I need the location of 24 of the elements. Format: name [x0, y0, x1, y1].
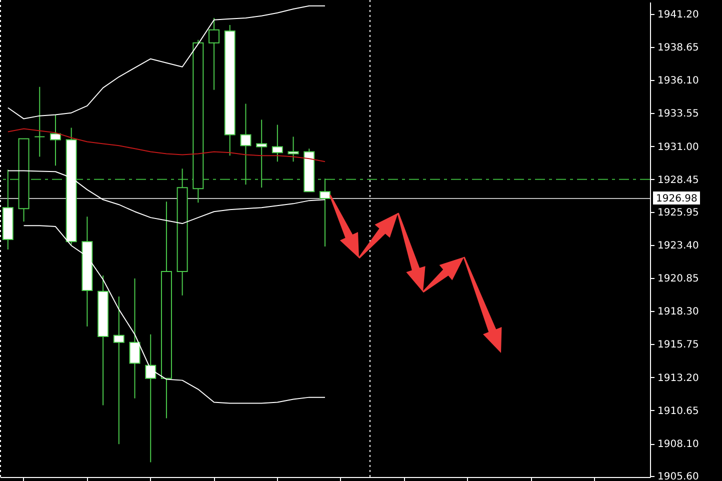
candlestick [272, 124, 283, 162]
y-tick-label: 1910.65 [658, 406, 699, 417]
y-tick-label: 1918.30 [658, 306, 699, 318]
candlestick [34, 86, 46, 158]
y-tick-label: 1908.10 [658, 439, 699, 450]
y-tick-label: 1936.10 [658, 76, 699, 87]
y-tick-label: 1913.20 [658, 372, 699, 384]
y-tick-label: 1928.45 [658, 174, 699, 186]
y-tick-label: 1933.55 [658, 108, 699, 120]
candlestick [256, 119, 268, 188]
y-tick-label: 1931.00 [658, 142, 699, 153]
candlestick [208, 17, 220, 90]
y-tick-label: 1915.75 [658, 340, 699, 351]
candlestick [129, 278, 140, 399]
ref-line-label: 1926.98 [656, 193, 698, 204]
y-tick-label: 1938.65 [658, 42, 699, 54]
y-tick-label: 1925.95 [658, 207, 699, 218]
line-series [7, 5, 326, 120]
y-tick-label: 1923.40 [658, 240, 699, 252]
line-series [7, 128, 326, 162]
candlestick [240, 103, 252, 186]
y-tick-label: 1920.85 [658, 274, 699, 285]
y-tick-label: 1905.60 [658, 471, 699, 481]
y-tick-label: 1941.20 [658, 9, 699, 20]
